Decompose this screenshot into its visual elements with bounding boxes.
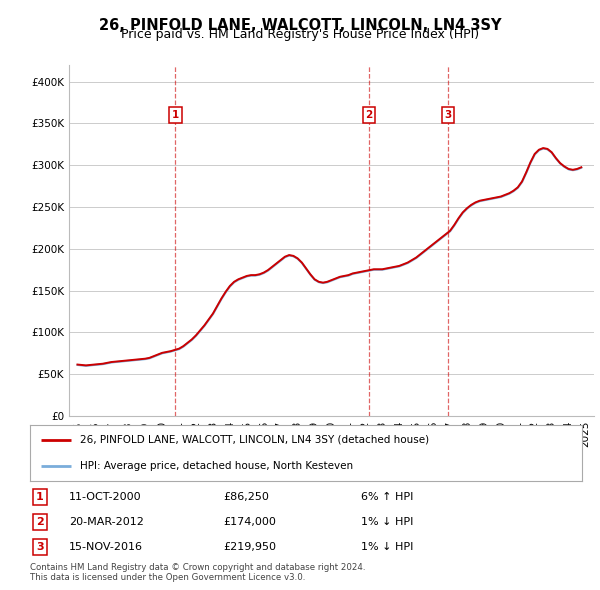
Text: Price paid vs. HM Land Registry's House Price Index (HPI): Price paid vs. HM Land Registry's House … xyxy=(121,28,479,41)
Text: 20-MAR-2012: 20-MAR-2012 xyxy=(68,517,143,527)
Text: 1: 1 xyxy=(172,110,179,120)
Text: 1% ↓ HPI: 1% ↓ HPI xyxy=(361,542,413,552)
Text: 6% ↑ HPI: 6% ↑ HPI xyxy=(361,492,413,502)
Text: £219,950: £219,950 xyxy=(223,542,276,552)
Text: 2: 2 xyxy=(365,110,373,120)
Text: HPI: Average price, detached house, North Kesteven: HPI: Average price, detached house, Nort… xyxy=(80,461,353,471)
Text: 26, PINFOLD LANE, WALCOTT, LINCOLN, LN4 3SY: 26, PINFOLD LANE, WALCOTT, LINCOLN, LN4 … xyxy=(99,18,501,32)
Text: 15-NOV-2016: 15-NOV-2016 xyxy=(68,542,143,552)
Text: This data is licensed under the Open Government Licence v3.0.: This data is licensed under the Open Gov… xyxy=(30,572,305,582)
Text: 26, PINFOLD LANE, WALCOTT, LINCOLN, LN4 3SY (detached house): 26, PINFOLD LANE, WALCOTT, LINCOLN, LN4 … xyxy=(80,435,429,445)
Text: 2: 2 xyxy=(36,517,44,527)
Text: Contains HM Land Registry data © Crown copyright and database right 2024.: Contains HM Land Registry data © Crown c… xyxy=(30,563,365,572)
Text: 1: 1 xyxy=(36,492,44,502)
Text: 3: 3 xyxy=(36,542,44,552)
Text: 1% ↓ HPI: 1% ↓ HPI xyxy=(361,517,413,527)
Text: 11-OCT-2000: 11-OCT-2000 xyxy=(68,492,141,502)
Text: 3: 3 xyxy=(445,110,452,120)
Text: £174,000: £174,000 xyxy=(223,517,276,527)
Text: £86,250: £86,250 xyxy=(223,492,269,502)
